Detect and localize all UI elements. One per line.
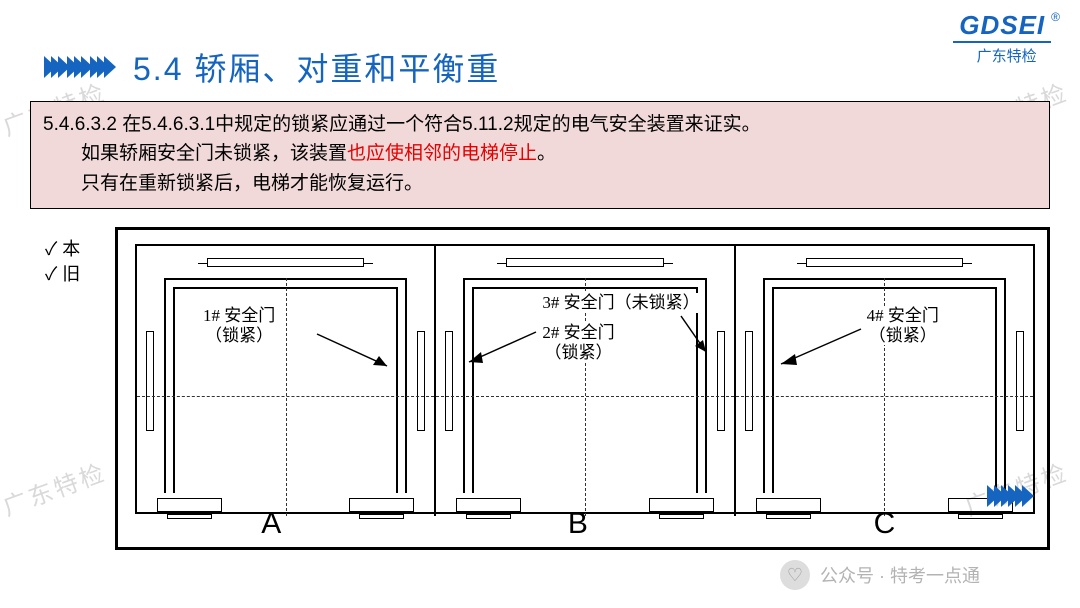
well-b: 3# 安全门（未锁紧） 2# 安全门 （锁紧） bbox=[434, 246, 733, 516]
well-a: 1# 安全门 （锁紧） bbox=[137, 246, 434, 516]
door-label-1-top: 1# 安全门 bbox=[203, 306, 275, 325]
spec-line-3: 只有在重新锁紧后，电梯才能恢复运行。 bbox=[43, 169, 1037, 198]
rail-left-icon bbox=[445, 331, 453, 431]
door-label-2-sub: （锁紧） bbox=[544, 343, 612, 362]
side-notes: ✓ 本 ✓ 旧 bbox=[45, 237, 80, 287]
chevron-decor bbox=[44, 56, 111, 78]
spec-box: 5.4.6.3.2 在5.4.6.3.1中规定的锁紧应通过一个符合5.11.2规… bbox=[30, 101, 1050, 209]
chevron-decor-small bbox=[987, 485, 1029, 507]
door-label-4: 4# 安全门 （锁紧） bbox=[866, 306, 940, 345]
slide-title: 5.4 轿厢、对重和平衡重 bbox=[133, 44, 500, 90]
rail-right-icon bbox=[717, 331, 725, 431]
well-letter-b: B bbox=[425, 507, 732, 541]
rail-left-icon bbox=[745, 331, 753, 431]
logo-reg: ® bbox=[1051, 10, 1060, 24]
centerline-v-icon bbox=[585, 278, 586, 516]
door-label-2-top: 2# 安全门 bbox=[542, 323, 614, 342]
spec-line-2: 如果轿厢安全门未锁紧，该装置也应使相邻的电梯停止。 bbox=[43, 139, 1037, 168]
door-label-2: 2# 安全门 （锁紧） bbox=[541, 323, 615, 362]
door-label-4-top: 4# 安全门 bbox=[867, 306, 939, 325]
brand-logo: GDSEI® 广东特检 bbox=[953, 10, 1060, 66]
rail-right-icon bbox=[417, 331, 425, 431]
logo-subtitle: 广东特检 bbox=[953, 45, 1060, 66]
well-letter-a: A bbox=[118, 507, 425, 541]
logo-brand: GDSEI bbox=[953, 10, 1051, 43]
door-label-3-top: 3# 安全门（未锁紧） bbox=[542, 293, 699, 312]
centerline-v-icon bbox=[286, 278, 287, 516]
top-bar-icon bbox=[806, 258, 963, 267]
spec-line-2-post: 。 bbox=[537, 143, 556, 164]
rail-right-icon bbox=[1016, 331, 1024, 431]
watermark-diag: 广东特检 bbox=[0, 453, 111, 523]
well-c: 4# 安全门 （锁紧） bbox=[734, 246, 1033, 516]
rail-left-icon bbox=[146, 331, 154, 431]
side-note-1: ✓ 本 bbox=[45, 237, 80, 262]
diagram: 1# 安全门 （锁紧） bbox=[115, 227, 1050, 550]
well-letter-c: C bbox=[731, 507, 1038, 541]
slide-title-row: 5.4 轿厢、对重和平衡重 bbox=[44, 44, 500, 90]
spec-line-1: 5.4.6.3.2 在5.4.6.3.1中规定的锁紧应通过一个符合5.11.2规… bbox=[43, 110, 1037, 139]
door-label-4-sub: （锁紧） bbox=[869, 326, 937, 345]
top-bar-icon bbox=[207, 258, 364, 267]
door-label-3: 3# 安全门（未锁紧） bbox=[541, 293, 700, 313]
top-bar-icon bbox=[506, 258, 663, 267]
well-row: 1# 安全门 （锁紧） bbox=[135, 244, 1035, 514]
side-note-2: ✓ 旧 bbox=[45, 262, 80, 287]
watermark-footer: ♡ 公众号 · 特考一点通 bbox=[780, 560, 980, 590]
door-label-1: 1# 安全门 （锁紧） bbox=[202, 306, 276, 345]
spec-line-2-pre: 如果轿厢安全门未锁紧，该装置 bbox=[81, 143, 347, 164]
spec-line-2-red: 也应使相邻的电梯停止 bbox=[347, 143, 537, 164]
door-label-1-sub: （锁紧） bbox=[205, 326, 273, 345]
watermark-text: 公众号 · 特考一点通 bbox=[820, 562, 980, 588]
wechat-icon: ♡ bbox=[780, 560, 810, 590]
